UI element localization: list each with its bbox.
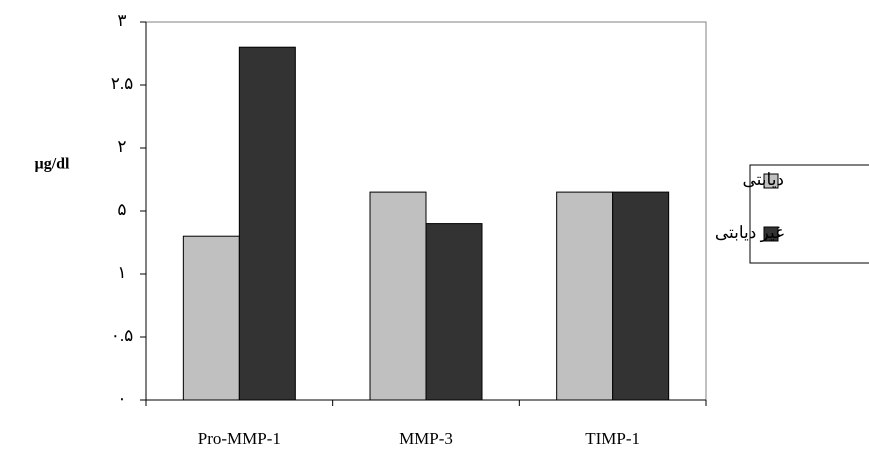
y-tick-label: ۱ [117, 263, 126, 282]
legend-label: غیر دیابتی [715, 223, 784, 243]
bar [425, 223, 483, 401]
x-tick-label: Pro-MMP-1 [198, 429, 281, 448]
y-tick-label: ۰.۵ [111, 326, 134, 345]
bar [238, 46, 296, 401]
y-axis-label: µg/dl [34, 156, 70, 173]
bar [182, 235, 240, 401]
legend-label: دیابتی [742, 170, 784, 189]
y-tick-label: ۰ [117, 389, 126, 408]
legend-swatch [763, 173, 779, 189]
bar [612, 191, 670, 401]
y-tick-label: ۳ [117, 11, 126, 30]
bar [556, 191, 614, 401]
legend-swatch [763, 226, 779, 242]
x-tick-label: MMP-3 [399, 429, 453, 448]
y-tick-label: ۵ [117, 200, 126, 219]
y-tick-label: ۲.۵ [111, 74, 134, 93]
y-tick-label: ۲ [117, 137, 126, 156]
x-tick-label: TIMP-1 [585, 429, 640, 448]
bar [369, 191, 427, 401]
